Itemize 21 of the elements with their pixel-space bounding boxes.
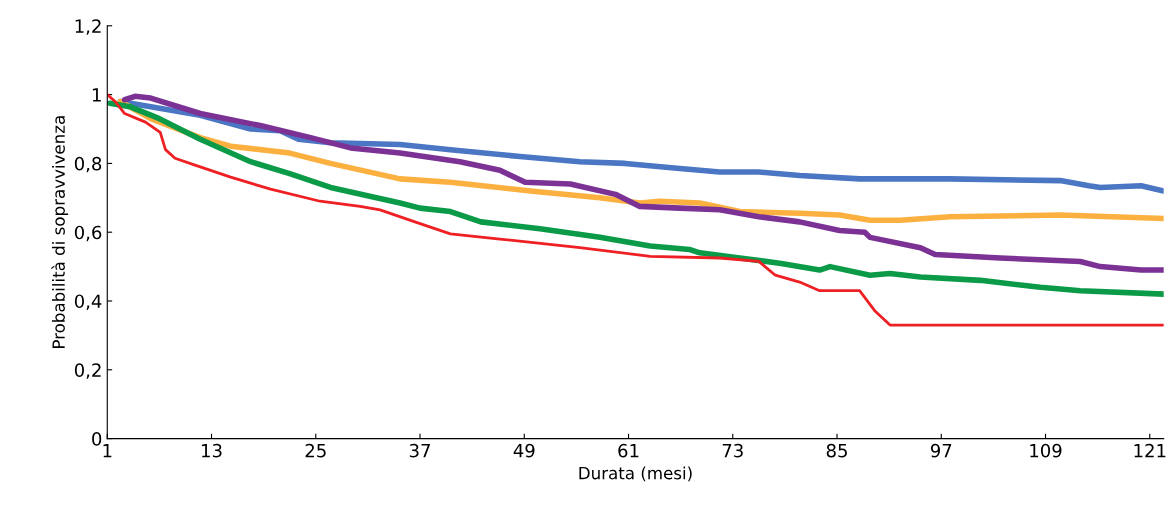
y-tick-label: 0,6 (74, 225, 102, 242)
x-tick-label: 109 (1030, 443, 1062, 458)
y-tick-label: 0,8 (74, 156, 102, 173)
x-tick-label: 61 (618, 443, 639, 458)
x-tick-label: 13 (202, 443, 222, 458)
x-tick-label: 85 (826, 443, 847, 458)
y-axis-title: Probabilità di sopravvivenza (51, 116, 69, 348)
x-tick-label: 25 (305, 443, 326, 458)
y-tick-label: 0,2 (74, 363, 101, 379)
x-axis-title: Durata (mesi) (579, 466, 692, 482)
y-tick-label: 1,2 (75, 19, 101, 35)
x-tick-label: 1 (103, 444, 112, 458)
x-tick-label: 37 (409, 443, 430, 458)
x-tick-label: 97 (930, 443, 952, 458)
x-tick-label: 49 (513, 443, 535, 458)
y-tick-label: 0,4 (74, 294, 102, 310)
x-tick-label: 121 (1134, 443, 1166, 458)
line-series (107, 93, 1164, 327)
y-tick-label: 1 (92, 88, 101, 102)
y-tick-label: 0 (92, 432, 102, 446)
x-tick-label: 73 (722, 443, 743, 458)
